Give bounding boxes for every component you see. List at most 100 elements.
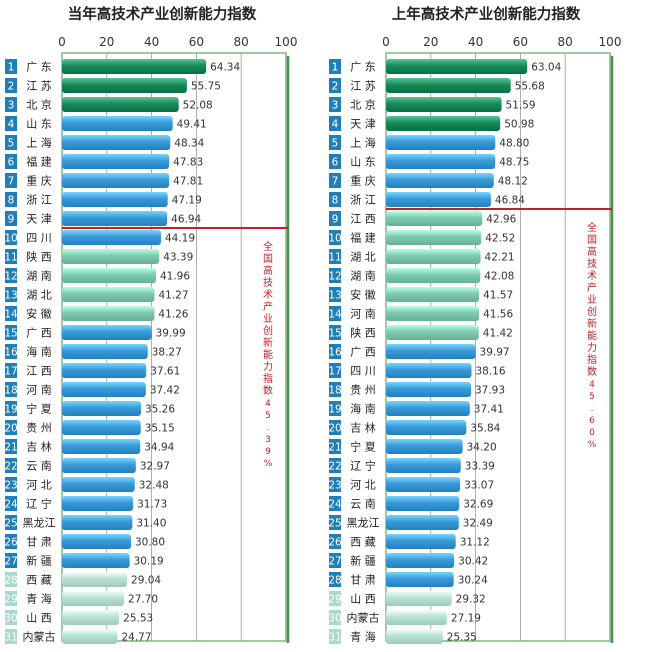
- rank-badge: [329, 515, 341, 530]
- bar: [62, 477, 135, 492]
- rank-badge: [329, 154, 341, 169]
- value-label: 41.96: [160, 271, 190, 283]
- category-label: 北 京: [26, 98, 52, 112]
- value-label: 35.26: [145, 404, 175, 416]
- category-label: 天 津: [350, 118, 376, 131]
- bar: [62, 154, 170, 169]
- rank-number: 9: [332, 214, 339, 226]
- rank-number: 3: [332, 100, 339, 112]
- label-glyph: 业: [587, 294, 597, 306]
- rank-badge: [329, 591, 341, 606]
- value-label: 39.97: [480, 347, 510, 359]
- chart-title: 上年高技术产业创新能力指数: [392, 5, 581, 23]
- rank-number: 1: [332, 62, 339, 74]
- rank-number: 17: [4, 366, 17, 378]
- rank-badge: [5, 78, 17, 93]
- national-average-label: 全国高技术产业创新能力指数 4 5. 3 9%: [263, 240, 273, 469]
- category-label: 福 建: [26, 155, 52, 169]
- x-tick-label: 20: [423, 35, 438, 49]
- bar: [62, 78, 187, 93]
- label-glyph: 能: [587, 329, 597, 342]
- value-label: 30.42: [458, 556, 488, 568]
- label-glyph: 全: [587, 221, 597, 234]
- rank-number: 8: [332, 195, 339, 207]
- rank-badge: [329, 439, 341, 454]
- rank-badge: [5, 135, 17, 150]
- label-glyph: %: [588, 440, 597, 450]
- rank-badge: [5, 230, 17, 245]
- bar: [62, 192, 168, 207]
- x-tick-label: 100: [599, 35, 622, 49]
- value-label: 41.27: [158, 290, 188, 302]
- value-label: 31.12: [460, 537, 490, 549]
- bar: [386, 420, 467, 435]
- bar: [62, 306, 155, 321]
- label-glyph: 6: [589, 416, 595, 426]
- value-label: 63.04: [531, 62, 561, 74]
- bar: [386, 306, 480, 321]
- category-label: 内蒙古: [347, 611, 380, 625]
- category-label: 河 南: [26, 384, 52, 397]
- rank-number: 10: [4, 233, 17, 245]
- value-label: 27.70: [128, 594, 158, 606]
- value-label: 35.84: [470, 423, 500, 435]
- label-glyph: 技: [263, 276, 273, 289]
- value-label: 46.94: [171, 214, 201, 226]
- rank-number: 7: [332, 176, 339, 188]
- bar: [62, 325, 152, 340]
- rank-badge: [329, 116, 341, 131]
- rank-number: 20: [328, 423, 341, 435]
- rank-number: 19: [4, 404, 17, 416]
- category-label: 西 藏: [350, 536, 376, 549]
- category-label: 陕 西: [26, 250, 52, 264]
- label-glyph: 指: [263, 372, 273, 385]
- category-label: 广 西: [350, 346, 376, 359]
- bar: [386, 78, 511, 93]
- rank-badge: [5, 496, 17, 511]
- category-label: 山 西: [350, 593, 376, 606]
- bar: [386, 439, 463, 454]
- category-label: 广 西: [26, 327, 52, 340]
- bar: [386, 230, 482, 245]
- rank-number: 16: [328, 347, 342, 359]
- rank-number: 5: [8, 138, 15, 150]
- value-label: 30.19: [134, 556, 164, 568]
- rank-number: 16: [4, 347, 18, 359]
- x-tick-label: 0: [382, 35, 390, 49]
- x-tick-label: 60: [513, 35, 528, 49]
- label-glyph: 业: [263, 313, 273, 325]
- category-label: 浙 江: [26, 194, 52, 207]
- previous-year-chart-panel: 上年高技术产业创新能力指数 0 20 40 60 80 100 1 广 东 63.04 2 江 苏 55…: [324, 0, 648, 652]
- rank-number: 28: [328, 575, 341, 587]
- bar: [62, 572, 128, 587]
- chart-title: 当年高技术产业创新能力指数: [68, 5, 257, 23]
- rank-number: 6: [332, 157, 339, 169]
- value-label: 25.53: [123, 613, 153, 625]
- rank-number: 1: [8, 62, 15, 74]
- rank-number: 27: [4, 556, 17, 568]
- category-label: 陕 西: [350, 326, 376, 340]
- category-label: 河 南: [350, 308, 376, 321]
- rank-badge: [5, 116, 17, 131]
- rank-number: 28: [4, 575, 17, 587]
- category-label: 吉 林: [350, 421, 376, 435]
- category-label: 四 川: [350, 365, 376, 378]
- category-label: 四 川: [26, 232, 52, 245]
- x-tick-label: 80: [234, 35, 249, 49]
- value-label: 33.07: [464, 480, 494, 492]
- rank-badge: [5, 249, 17, 264]
- rank-badge: [329, 211, 341, 226]
- category-label: 黑龙江: [23, 517, 56, 530]
- rank-number: 11: [4, 252, 17, 264]
- rank-badge: [5, 629, 17, 644]
- rank-number: 14: [4, 309, 18, 321]
- category-label: 西 藏: [26, 574, 52, 587]
- rank-badge: [5, 211, 17, 226]
- value-label: 44.19: [165, 233, 195, 245]
- rank-badge: [329, 287, 341, 302]
- rank-badge: [5, 401, 17, 416]
- value-label: 51.59: [506, 100, 536, 112]
- rank-number: 9: [8, 214, 15, 226]
- rank-badge: [5, 553, 17, 568]
- rank-number: 27: [328, 556, 341, 568]
